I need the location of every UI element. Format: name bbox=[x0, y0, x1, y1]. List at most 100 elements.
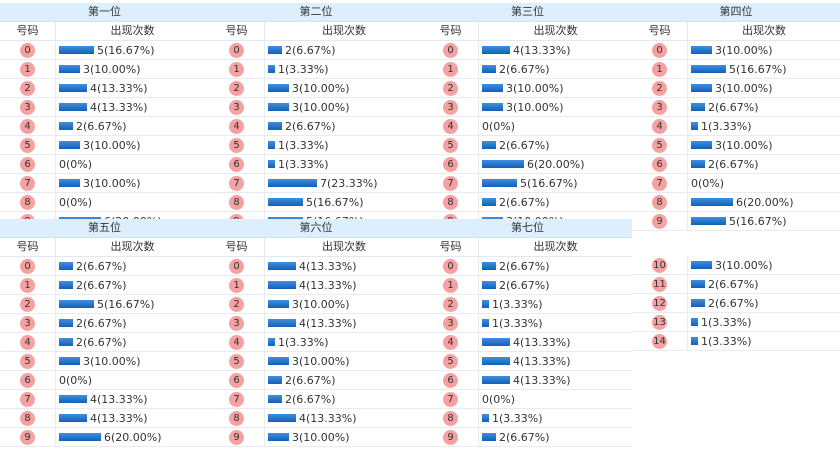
count-value: 0(0%) bbox=[59, 195, 93, 209]
table-row: 7 2(6.67%) bbox=[209, 390, 423, 409]
block-title: 第四位 bbox=[632, 3, 840, 22]
count-bar bbox=[268, 338, 275, 346]
code-cell: 3 bbox=[209, 314, 265, 332]
count-cell: 0(0%) bbox=[56, 158, 209, 171]
table-row: 0 2(6.67%) bbox=[0, 257, 209, 276]
count-cell: 4(13.33%) bbox=[56, 82, 209, 95]
count-cell: 3(10.00%) bbox=[56, 355, 209, 368]
count-value: 3(10.00%) bbox=[715, 43, 773, 57]
table-row: 8 4(13.33%) bbox=[0, 409, 209, 428]
count-bar bbox=[482, 141, 496, 149]
count-cell: 2(6.67%) bbox=[56, 336, 209, 349]
table-row: 3 2(6.67%) bbox=[632, 98, 840, 117]
count-value: 4(13.33%) bbox=[90, 100, 148, 114]
table-row: 6 2(6.67%) bbox=[209, 371, 423, 390]
number-ball: 3 bbox=[20, 315, 35, 331]
count-cell: 3(10.00%) bbox=[688, 139, 840, 152]
code-cell: 6 bbox=[0, 371, 56, 389]
block-title: 第六位 bbox=[209, 219, 423, 238]
count-value: 3(10.00%) bbox=[292, 354, 350, 368]
number-ball: 2 bbox=[652, 80, 667, 96]
count-header: 出现次数 bbox=[110, 240, 155, 253]
number-ball: 5 bbox=[20, 353, 35, 369]
count-cell: 2(6.67%) bbox=[265, 393, 423, 406]
table-row: 5 2(6.67%) bbox=[423, 136, 632, 155]
count-value: 2(6.67%) bbox=[76, 259, 127, 273]
table-row: 5 1(3.33%) bbox=[209, 136, 423, 155]
number-ball: 5 bbox=[229, 137, 244, 153]
number-ball: 4 bbox=[652, 118, 667, 134]
table-row: 7 3(10.00%) bbox=[0, 174, 209, 193]
count-bar bbox=[691, 46, 712, 54]
number-ball: 7 bbox=[652, 175, 667, 191]
count-cell: 3(10.00%) bbox=[688, 82, 840, 95]
count-value: 0(0%) bbox=[59, 373, 93, 387]
count-value: 2(6.67%) bbox=[499, 138, 550, 152]
count-cell: 3(10.00%) bbox=[688, 259, 840, 272]
count-bar bbox=[268, 433, 289, 441]
code-cell: 2 bbox=[0, 295, 56, 313]
table-row: 8 6(20.00%) bbox=[632, 193, 840, 212]
code-cell: 6 bbox=[423, 371, 479, 389]
count-bar bbox=[482, 414, 489, 422]
count-cell: 5(16.67%) bbox=[479, 177, 632, 190]
number-ball: 12 bbox=[652, 295, 667, 311]
code-cell: 6 bbox=[423, 155, 479, 173]
number-ball: 7 bbox=[443, 391, 458, 407]
code-cell: 3 bbox=[0, 314, 56, 332]
count-cell: 2(6.67%) bbox=[56, 317, 209, 330]
count-bar bbox=[59, 65, 80, 73]
count-bar bbox=[59, 122, 73, 130]
count-bar bbox=[691, 280, 705, 288]
table-row: 2 5(16.67%) bbox=[0, 295, 209, 314]
code-cell: 1 bbox=[209, 276, 265, 294]
count-bar bbox=[59, 103, 87, 111]
code-cell: 8 bbox=[209, 409, 265, 427]
number-ball: 0 bbox=[229, 42, 244, 58]
block-title: 第二位 bbox=[209, 3, 423, 22]
count-cell: 4(13.33%) bbox=[479, 336, 632, 349]
count-bar bbox=[691, 198, 733, 206]
code-cell: 2 bbox=[423, 79, 479, 97]
block-title: 第七位 bbox=[423, 219, 632, 238]
code-cell: 2 bbox=[209, 79, 265, 97]
number-ball: 6 bbox=[229, 372, 244, 388]
count-cell: 2(6.67%) bbox=[265, 374, 423, 387]
count-value: 2(6.67%) bbox=[76, 335, 127, 349]
count-cell: 2(6.67%) bbox=[479, 139, 632, 152]
table-row: 9 6(20.00%) bbox=[0, 428, 209, 447]
count-value: 4(13.33%) bbox=[513, 43, 571, 57]
code-cell: 5 bbox=[209, 136, 265, 154]
table-row: 12 2(6.67%) bbox=[632, 294, 840, 313]
count-cell: 1(3.33%) bbox=[688, 120, 840, 133]
count-cell: 1(3.33%) bbox=[265, 139, 423, 152]
count-header: 出现次数 bbox=[322, 240, 366, 253]
code-cell: 0 bbox=[423, 41, 479, 59]
count-value: 3(10.00%) bbox=[292, 430, 350, 444]
table-row: 4 1(3.33%) bbox=[209, 333, 423, 352]
table-row: 7 5(16.67%) bbox=[423, 174, 632, 193]
number-ball: 9 bbox=[652, 213, 667, 229]
column-headers: 号码 出现次数 bbox=[209, 238, 423, 257]
count-cell: 1(3.33%) bbox=[479, 412, 632, 425]
code-cell: 1 bbox=[423, 60, 479, 78]
table-row: 1 3(10.00%) bbox=[0, 60, 209, 79]
table-row: 9 5(16.67%) bbox=[632, 212, 840, 231]
count-cell: 7(23.33%) bbox=[265, 177, 423, 190]
column-headers: 号码 出现次数 bbox=[0, 238, 209, 257]
code-cell: 2 bbox=[209, 295, 265, 313]
count-value: 1(3.33%) bbox=[492, 411, 543, 425]
code-cell: 9 bbox=[0, 428, 56, 446]
count-bar bbox=[482, 338, 510, 346]
table-row: 2 3(10.00%) bbox=[632, 79, 840, 98]
count-cell: 2(6.67%) bbox=[688, 278, 840, 291]
count-bar bbox=[59, 414, 87, 422]
count-cell: 6(20.00%) bbox=[56, 431, 209, 444]
code-cell: 8 bbox=[0, 409, 56, 427]
count-bar bbox=[268, 84, 289, 92]
number-ball: 2 bbox=[20, 296, 35, 312]
code-cell: 4 bbox=[423, 117, 479, 135]
number-ball: 0 bbox=[229, 258, 244, 274]
code-cell: 3 bbox=[423, 98, 479, 116]
count-value: 3(10.00%) bbox=[83, 138, 141, 152]
